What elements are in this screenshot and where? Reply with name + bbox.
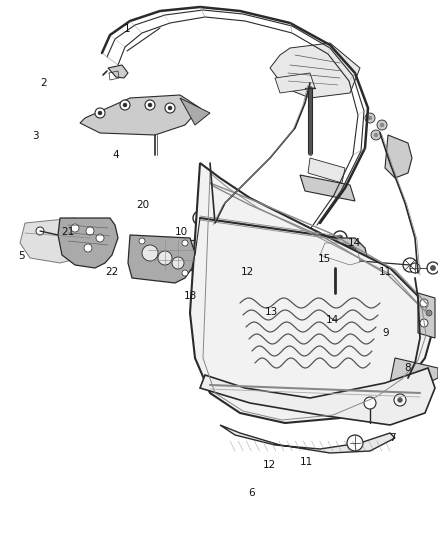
Circle shape bbox=[410, 263, 420, 273]
Circle shape bbox=[84, 244, 92, 252]
Polygon shape bbox=[148, 240, 195, 270]
Text: 13: 13 bbox=[265, 307, 278, 317]
Circle shape bbox=[337, 235, 343, 241]
Circle shape bbox=[123, 103, 127, 107]
Text: 7: 7 bbox=[389, 433, 396, 443]
Text: 10: 10 bbox=[175, 227, 188, 237]
Circle shape bbox=[333, 231, 347, 245]
Text: 15: 15 bbox=[318, 254, 331, 263]
Circle shape bbox=[365, 113, 375, 123]
Circle shape bbox=[380, 123, 384, 127]
Text: 4: 4 bbox=[113, 150, 120, 159]
Polygon shape bbox=[80, 95, 200, 135]
Circle shape bbox=[168, 106, 172, 110]
Text: 11: 11 bbox=[379, 267, 392, 277]
Text: 21: 21 bbox=[61, 227, 74, 237]
Polygon shape bbox=[108, 65, 128, 78]
Circle shape bbox=[96, 234, 104, 242]
Text: 20: 20 bbox=[136, 200, 149, 210]
Circle shape bbox=[398, 398, 403, 402]
Polygon shape bbox=[128, 235, 195, 283]
Polygon shape bbox=[300, 175, 355, 201]
Circle shape bbox=[394, 394, 406, 406]
Circle shape bbox=[158, 251, 172, 265]
Circle shape bbox=[181, 259, 188, 265]
Text: 8: 8 bbox=[404, 363, 411, 373]
Text: 6: 6 bbox=[248, 488, 255, 498]
Circle shape bbox=[371, 130, 381, 140]
Circle shape bbox=[420, 299, 428, 307]
Polygon shape bbox=[325, 238, 358, 273]
Polygon shape bbox=[220, 425, 395, 453]
Circle shape bbox=[427, 262, 438, 274]
Polygon shape bbox=[180, 98, 210, 125]
Text: 14: 14 bbox=[348, 238, 361, 247]
Circle shape bbox=[193, 211, 207, 225]
Circle shape bbox=[95, 108, 105, 118]
Circle shape bbox=[330, 286, 340, 296]
Circle shape bbox=[165, 103, 175, 113]
Circle shape bbox=[364, 397, 376, 409]
Circle shape bbox=[182, 270, 188, 276]
Circle shape bbox=[139, 238, 145, 244]
Polygon shape bbox=[390, 358, 438, 393]
Circle shape bbox=[420, 319, 428, 327]
Polygon shape bbox=[270, 43, 360, 98]
Text: 5: 5 bbox=[18, 251, 25, 261]
Circle shape bbox=[426, 310, 432, 316]
Polygon shape bbox=[190, 163, 432, 423]
Circle shape bbox=[347, 435, 363, 451]
Circle shape bbox=[368, 116, 372, 120]
Text: 22: 22 bbox=[105, 267, 118, 277]
Polygon shape bbox=[315, 238, 368, 265]
Text: 14: 14 bbox=[326, 315, 339, 325]
Polygon shape bbox=[308, 158, 345, 183]
Circle shape bbox=[182, 240, 188, 246]
Circle shape bbox=[120, 100, 130, 110]
Text: 1: 1 bbox=[124, 25, 131, 34]
Circle shape bbox=[431, 265, 435, 271]
Polygon shape bbox=[385, 135, 412, 178]
Circle shape bbox=[36, 227, 44, 235]
Circle shape bbox=[86, 227, 94, 235]
Circle shape bbox=[155, 245, 162, 252]
Text: 12: 12 bbox=[241, 267, 254, 277]
Circle shape bbox=[142, 245, 158, 261]
Polygon shape bbox=[20, 218, 90, 263]
Circle shape bbox=[172, 257, 184, 269]
Circle shape bbox=[181, 245, 188, 252]
Text: 11: 11 bbox=[300, 457, 313, 467]
Circle shape bbox=[403, 258, 417, 272]
Text: 2: 2 bbox=[40, 78, 47, 87]
Circle shape bbox=[71, 224, 79, 232]
Polygon shape bbox=[418, 293, 435, 338]
Circle shape bbox=[155, 259, 162, 265]
Text: 18: 18 bbox=[184, 291, 197, 301]
Circle shape bbox=[197, 215, 203, 221]
Polygon shape bbox=[58, 218, 118, 268]
Circle shape bbox=[374, 133, 378, 137]
Text: 9: 9 bbox=[382, 328, 389, 338]
Polygon shape bbox=[200, 368, 435, 425]
Circle shape bbox=[148, 103, 152, 107]
Text: 3: 3 bbox=[32, 131, 39, 141]
Circle shape bbox=[377, 120, 387, 130]
Polygon shape bbox=[275, 73, 315, 93]
Circle shape bbox=[98, 111, 102, 115]
Circle shape bbox=[145, 100, 155, 110]
Text: 12: 12 bbox=[263, 460, 276, 470]
